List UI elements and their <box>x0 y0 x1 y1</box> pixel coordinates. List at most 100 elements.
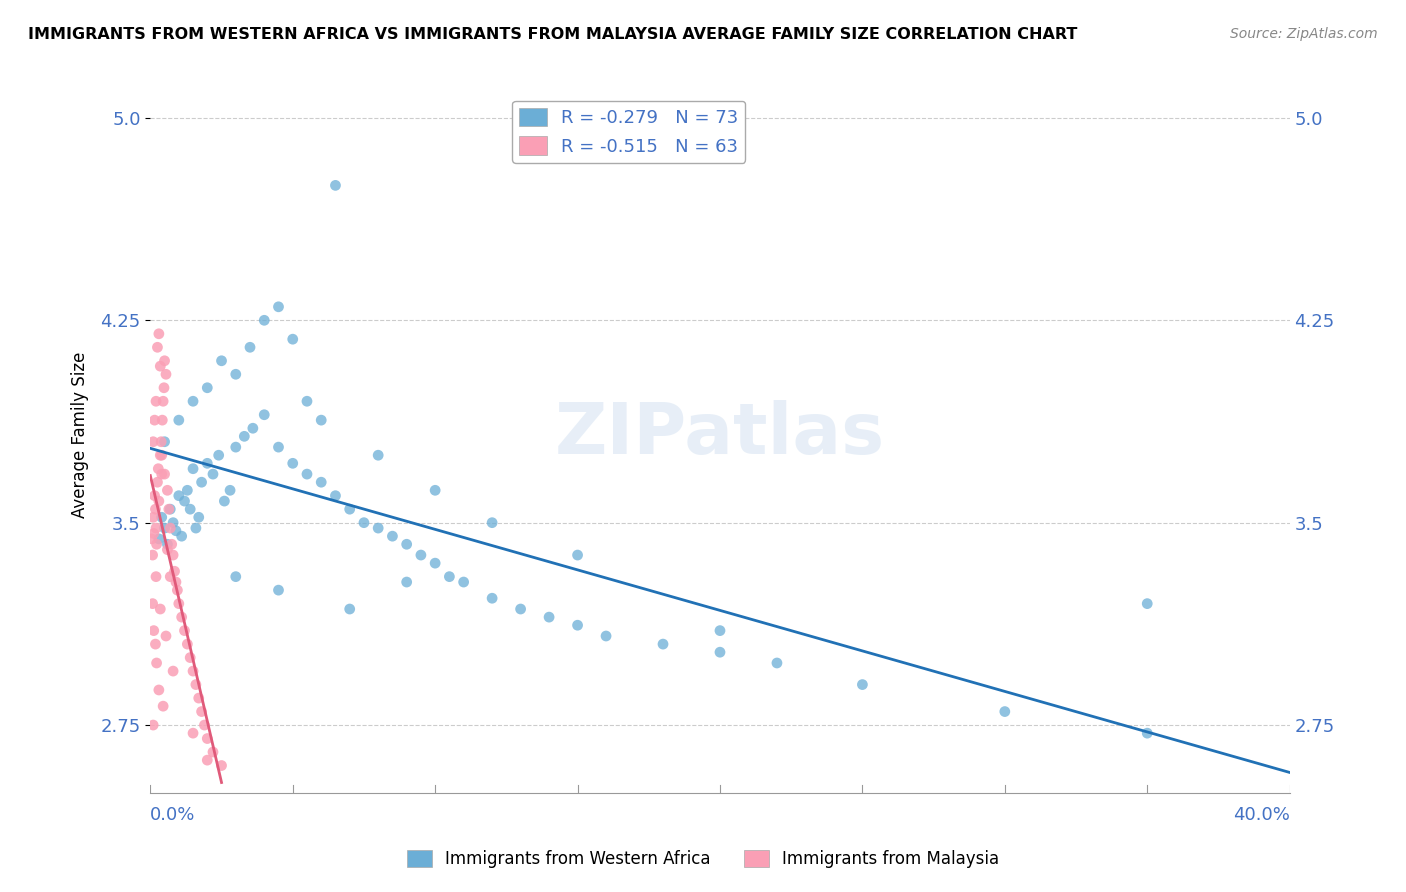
Y-axis label: Average Family Size: Average Family Size <box>72 351 89 518</box>
Point <box>153 467 176 482</box>
Point <box>253 313 276 327</box>
Point <box>150 434 173 449</box>
Point <box>381 529 404 543</box>
Point <box>409 548 432 562</box>
Point <box>395 575 418 590</box>
Point <box>152 394 174 409</box>
Point <box>145 394 167 409</box>
Point <box>170 529 193 543</box>
Point <box>187 691 209 706</box>
Point <box>156 537 179 551</box>
Point <box>153 434 176 449</box>
Point <box>1136 597 1159 611</box>
Point <box>233 429 256 443</box>
Point <box>267 300 290 314</box>
Point <box>173 494 195 508</box>
Point <box>181 664 204 678</box>
Point <box>652 637 675 651</box>
Point <box>851 677 873 691</box>
Point <box>538 610 561 624</box>
Point <box>176 637 198 651</box>
Point <box>481 516 503 530</box>
Point <box>179 502 201 516</box>
Text: ZIPatlas: ZIPatlas <box>555 401 884 469</box>
Point <box>190 475 212 490</box>
Point <box>155 368 177 382</box>
Point <box>225 440 247 454</box>
Point <box>142 624 165 638</box>
Point <box>153 353 176 368</box>
Point <box>214 494 236 508</box>
Point <box>149 448 172 462</box>
Point <box>208 448 231 462</box>
Point <box>176 483 198 498</box>
Point <box>325 489 347 503</box>
Point <box>165 575 187 590</box>
Point <box>150 467 173 482</box>
Point <box>150 510 173 524</box>
Point <box>141 532 163 546</box>
Text: Source: ZipAtlas.com: Source: ZipAtlas.com <box>1230 27 1378 41</box>
Text: IMMIGRANTS FROM WESTERN AFRICA VS IMMIGRANTS FROM MALAYSIA AVERAGE FAMILY SIZE C: IMMIGRANTS FROM WESTERN AFRICA VS IMMIGR… <box>28 27 1077 42</box>
Point <box>195 753 218 767</box>
Point <box>267 583 290 598</box>
Legend: Immigrants from Western Africa, Immigrants from Malaysia: Immigrants from Western Africa, Immigran… <box>401 843 1005 875</box>
Point <box>190 705 212 719</box>
Point <box>142 434 165 449</box>
Point <box>766 656 789 670</box>
Point <box>295 467 318 482</box>
Point <box>155 629 177 643</box>
Point <box>146 340 169 354</box>
Point <box>148 326 170 341</box>
Point <box>281 456 304 470</box>
Point <box>225 368 247 382</box>
Point <box>225 569 247 583</box>
Point <box>145 521 167 535</box>
Point <box>367 521 389 535</box>
Point <box>170 610 193 624</box>
Point <box>159 502 181 516</box>
Point <box>149 602 172 616</box>
Point <box>159 521 181 535</box>
Text: 0.0%: 0.0% <box>150 806 195 824</box>
Point <box>439 569 461 583</box>
Point <box>184 521 207 535</box>
Point <box>152 699 174 714</box>
Point <box>159 569 181 583</box>
Point <box>179 650 201 665</box>
Point <box>193 718 215 732</box>
Point <box>142 510 165 524</box>
Point <box>509 602 531 616</box>
Point <box>184 677 207 691</box>
Point <box>142 526 165 541</box>
Point <box>148 532 170 546</box>
Point <box>142 548 165 562</box>
Point <box>163 564 186 578</box>
Point <box>162 664 184 678</box>
Point <box>150 448 173 462</box>
Point <box>201 467 224 482</box>
Point <box>142 718 165 732</box>
Point <box>423 483 446 498</box>
Point <box>709 645 731 659</box>
Point <box>162 516 184 530</box>
Point <box>295 394 318 409</box>
Point <box>148 683 170 698</box>
Point <box>181 726 204 740</box>
Point <box>253 408 276 422</box>
Point <box>167 597 190 611</box>
Point <box>242 421 264 435</box>
Point <box>146 475 169 490</box>
Point <box>453 575 475 590</box>
Point <box>148 461 170 475</box>
Point <box>709 624 731 638</box>
Point <box>325 178 347 193</box>
Point <box>195 381 218 395</box>
Point <box>142 597 165 611</box>
Point <box>150 413 173 427</box>
Point <box>309 475 332 490</box>
Point <box>395 537 418 551</box>
Point <box>145 502 167 516</box>
Legend: R = -0.279   N = 73, R = -0.515   N = 63: R = -0.279 N = 73, R = -0.515 N = 63 <box>512 101 745 163</box>
Point <box>195 456 218 470</box>
